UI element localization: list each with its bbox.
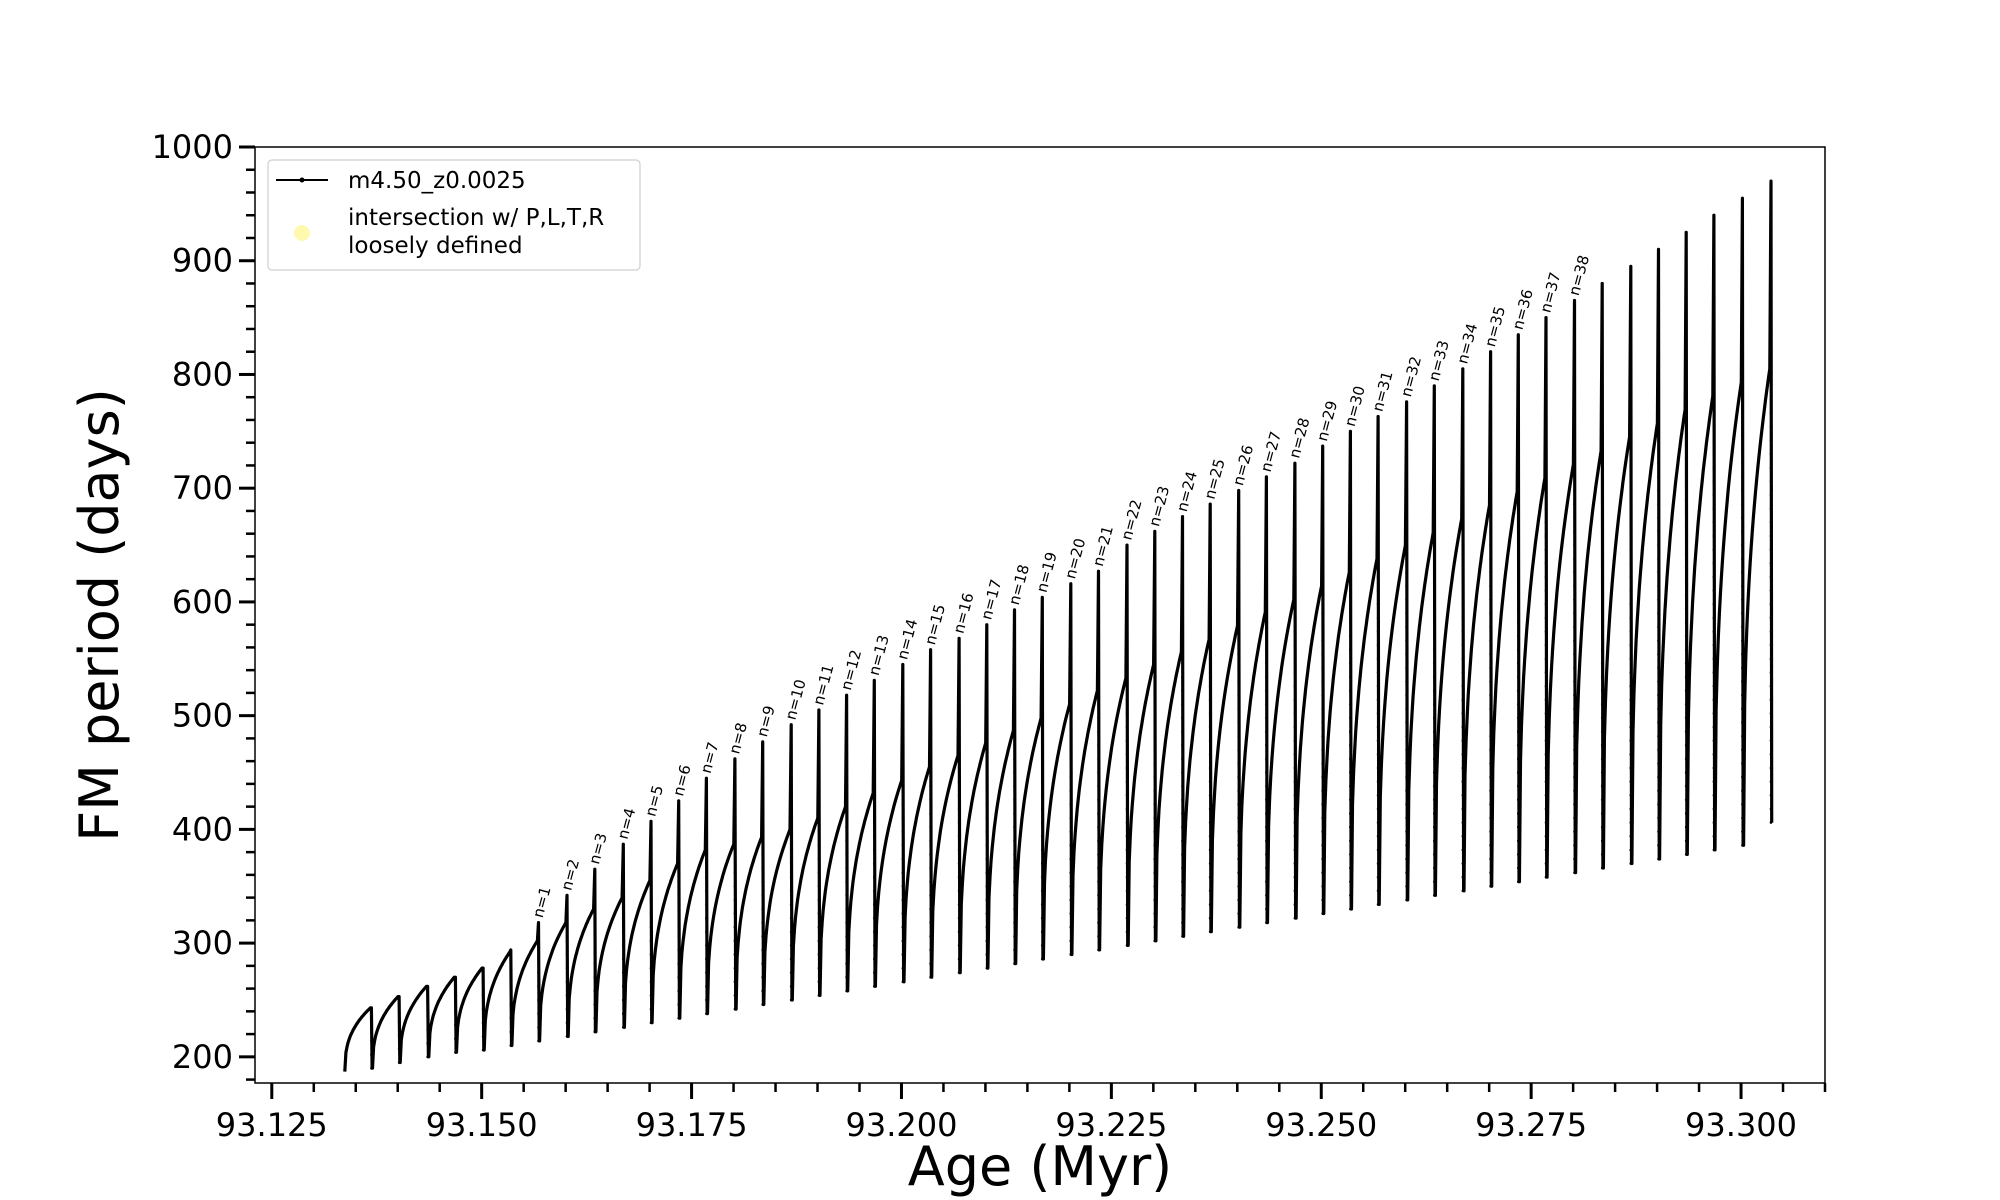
pulse-label-n3: n=3 xyxy=(585,831,611,866)
y-tick-label: 900 xyxy=(172,242,233,280)
pulse-label-n22: n=22 xyxy=(1117,498,1145,542)
pulse-label-n34: n=34 xyxy=(1453,321,1481,365)
pulse-label-n1: n=1 xyxy=(529,884,555,919)
legend-intersection-circle-icon xyxy=(294,225,310,241)
pulse-label-n7: n=7 xyxy=(697,740,723,775)
pulse-label-n11: n=11 xyxy=(809,663,837,707)
y-tick-label: 200 xyxy=(172,1038,233,1076)
y-tick-label: 1000 xyxy=(152,128,233,166)
pulse-label-n12: n=12 xyxy=(837,648,865,692)
legend-intersection-label-line2: loosely defined xyxy=(348,233,523,259)
pulse-label-n2: n=2 xyxy=(557,857,583,892)
x-tick-label: 93.225 xyxy=(1055,1106,1167,1144)
pulse-label-n4: n=4 xyxy=(614,806,640,841)
y-axis-label: FM period (days) xyxy=(68,388,131,842)
pulse-label-n33: n=33 xyxy=(1425,338,1453,382)
legend-intersection-label: intersection w/ P,L,T,R xyxy=(348,205,604,231)
pulse-label-n15: n=15 xyxy=(921,602,949,646)
plot-frame xyxy=(254,146,1826,1084)
pulse-label-n28: n=28 xyxy=(1285,416,1313,460)
legend-marker-icon xyxy=(299,177,305,183)
pulse-label-n35: n=35 xyxy=(1481,304,1509,348)
pulse-label-n31: n=31 xyxy=(1369,369,1397,413)
pulse-label-n6: n=6 xyxy=(669,763,695,798)
pulse-label-n5: n=5 xyxy=(641,783,667,818)
series-line-m4-50 xyxy=(343,179,1774,1072)
pulse-label-n14: n=14 xyxy=(893,617,921,661)
pulse-label-n8: n=8 xyxy=(725,721,751,756)
legend-series-label: m4.50_z0.0025 xyxy=(348,168,526,194)
pulse-label-n24: n=24 xyxy=(1173,469,1201,513)
pulse-label-n23: n=23 xyxy=(1145,484,1173,528)
pulse-label-n25: n=25 xyxy=(1201,457,1229,501)
pulse-label-n18: n=18 xyxy=(1005,562,1033,606)
pulse-label-n16: n=16 xyxy=(950,591,978,635)
data-layer xyxy=(343,179,1774,1072)
pulse-label-n9: n=9 xyxy=(753,704,779,739)
x-tick-label: 93.125 xyxy=(216,1106,328,1144)
legend: m4.50_z0.0025 intersection w/ P,L,T,R lo… xyxy=(267,159,641,271)
pulse-label-n19: n=19 xyxy=(1033,550,1061,594)
pulse-label-n27: n=27 xyxy=(1257,429,1285,473)
pulse-label-n21: n=21 xyxy=(1089,524,1117,568)
pulse-label-n36: n=36 xyxy=(1509,287,1537,331)
pulse-label-n17: n=17 xyxy=(977,577,1005,621)
pulse-label-n10: n=10 xyxy=(782,677,810,721)
pulse-label-n20: n=20 xyxy=(1061,536,1089,580)
y-tick-label: 300 xyxy=(172,924,233,962)
pulse-label-n26: n=26 xyxy=(1229,443,1257,487)
legend-box xyxy=(267,159,641,271)
x-tick-label: 93.275 xyxy=(1475,1106,1587,1144)
pulse-label-n37: n=37 xyxy=(1536,270,1564,314)
y-tick-label: 500 xyxy=(172,697,233,735)
x-tick-label: 93.150 xyxy=(426,1106,538,1144)
y-tick-label: 800 xyxy=(172,355,233,393)
x-axis-label: Age (Myr) xyxy=(908,1135,1173,1198)
pulse-label-n32: n=32 xyxy=(1397,354,1425,398)
y-tick-label: 600 xyxy=(172,583,233,621)
x-tick-label: 93.250 xyxy=(1265,1106,1377,1144)
x-tick-label: 93.175 xyxy=(636,1106,748,1144)
ticks-layer: 93.125 93.150 93.175 93.200 93.225 93.250 93.2… xyxy=(152,128,1827,1144)
x-tick-label: 93.300 xyxy=(1685,1106,1797,1144)
x-tick-label: 93.200 xyxy=(845,1106,957,1144)
pulse-label-n38: n=38 xyxy=(1565,253,1593,297)
y-tick-label: 700 xyxy=(172,469,233,507)
pulse-label-n13: n=13 xyxy=(865,633,893,677)
pulse-label-n29: n=29 xyxy=(1313,399,1341,443)
y-tick-label: 400 xyxy=(172,810,233,848)
pulse-label-n30: n=30 xyxy=(1341,384,1369,428)
